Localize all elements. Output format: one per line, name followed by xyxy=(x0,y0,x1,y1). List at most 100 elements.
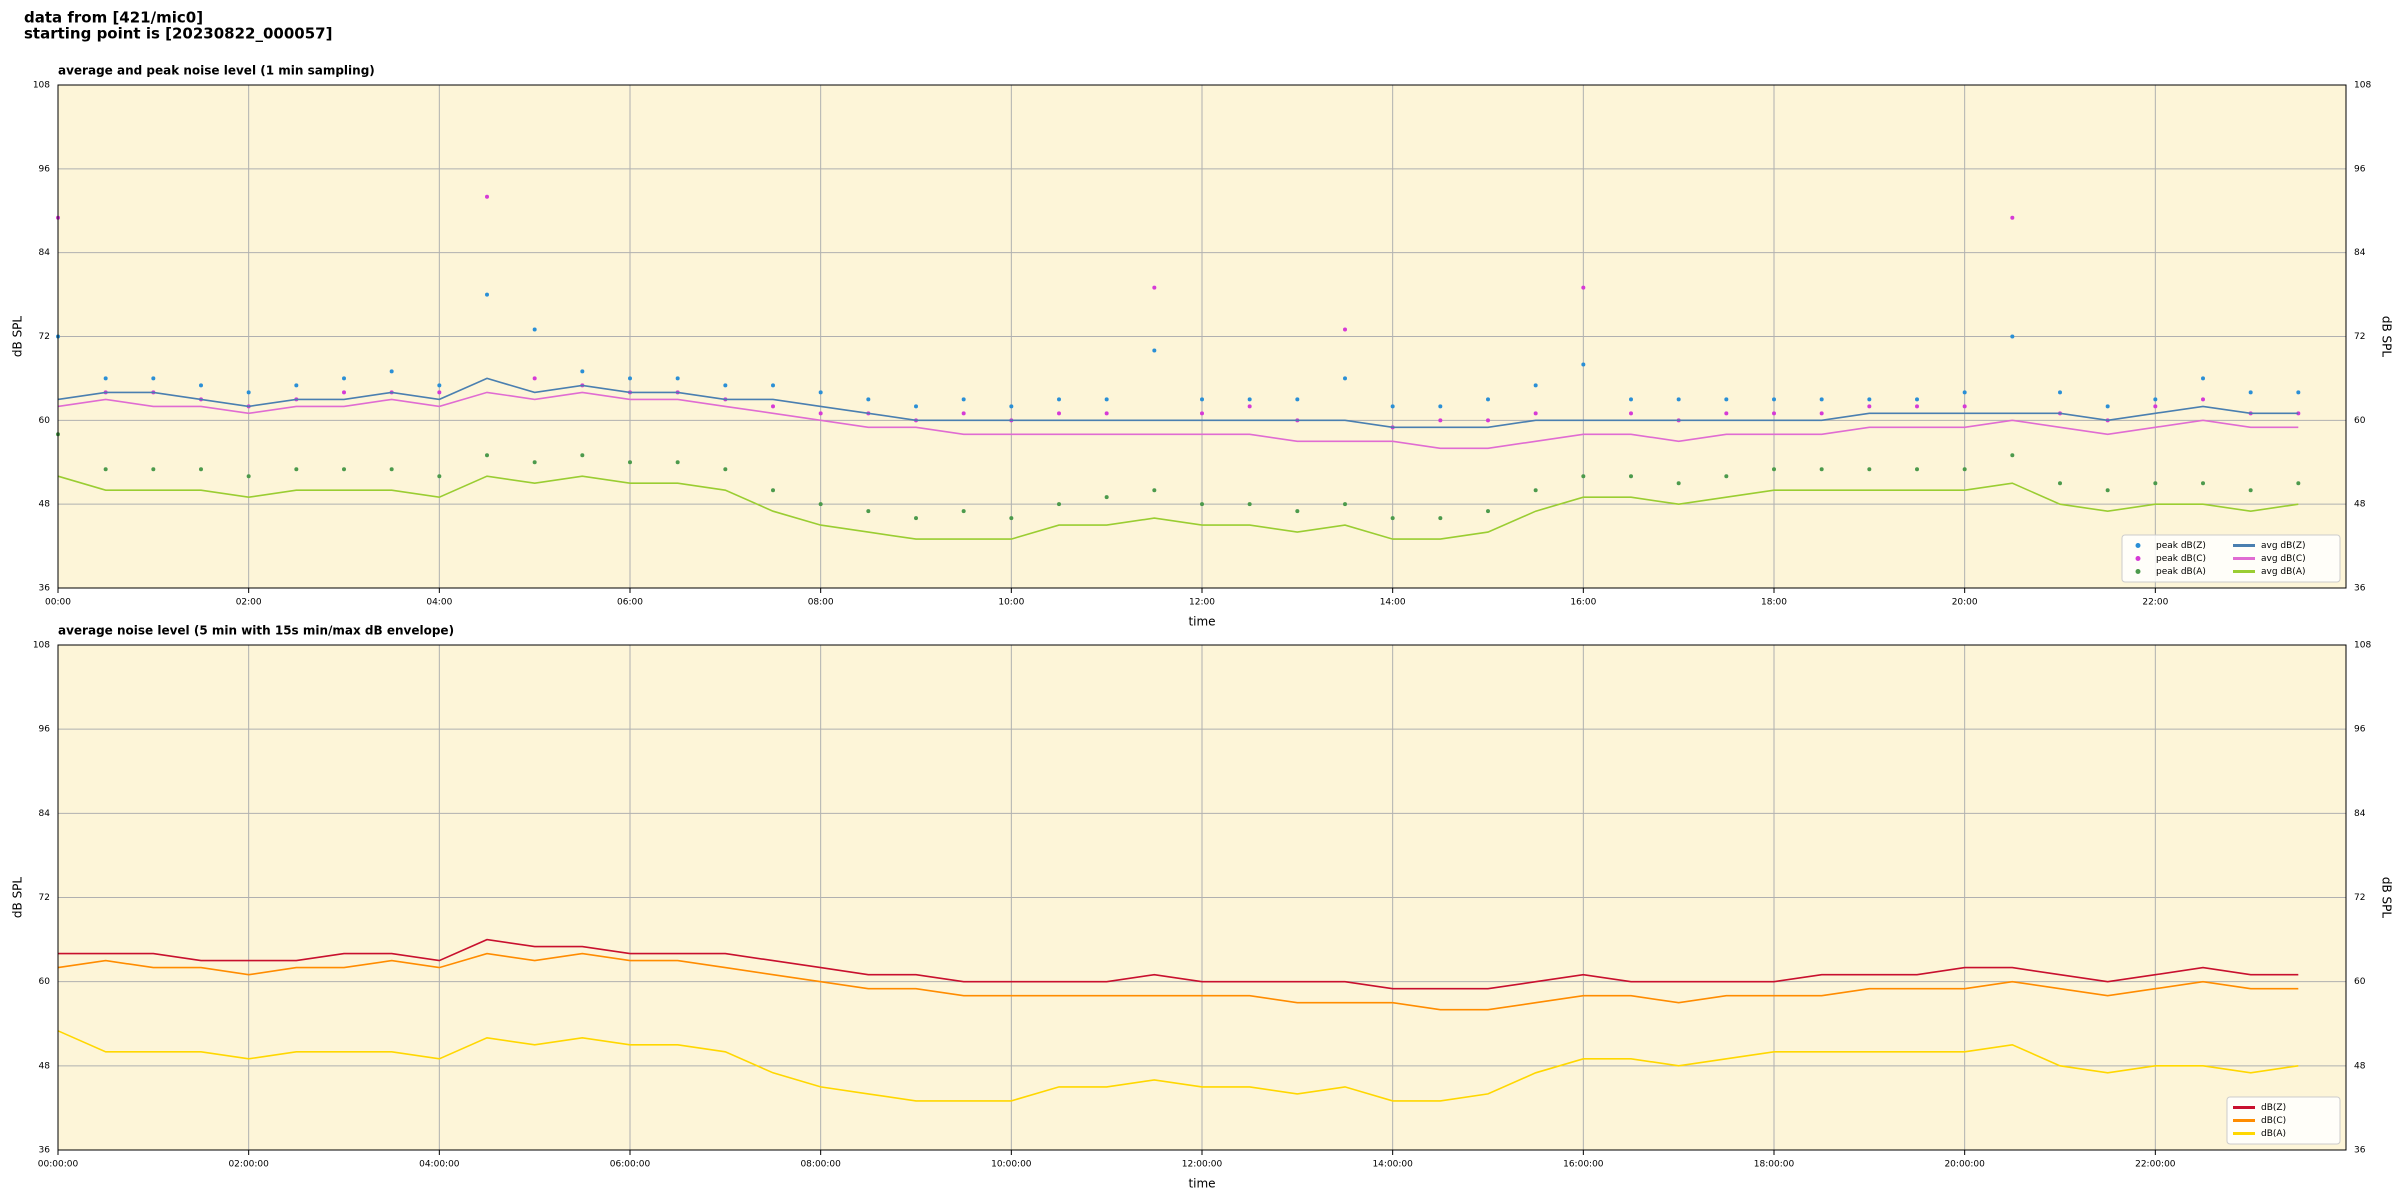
x-tick-label: 18:00:00 xyxy=(1754,1160,1795,1170)
peak-point xyxy=(580,369,585,374)
x-tick-label: 02:00 xyxy=(236,598,262,608)
y-tick-label: 36 xyxy=(39,584,51,594)
peak-point xyxy=(1343,376,1347,381)
y-tick-label: 84 xyxy=(2354,809,2366,819)
peak-point xyxy=(1676,397,1681,402)
legend-marker xyxy=(2135,569,2141,574)
x-axis-label: time xyxy=(1188,615,1215,629)
y-tick-label: 84 xyxy=(39,248,51,258)
y-tick-label: 96 xyxy=(2354,725,2366,735)
peak-point xyxy=(771,488,775,493)
peak-point xyxy=(2201,376,2205,381)
peak-point xyxy=(1343,327,1347,332)
peak-point xyxy=(1772,411,1776,416)
header-line: data from [421/mic0] xyxy=(24,9,203,27)
y-tick-label: 36 xyxy=(2354,584,2366,594)
peak-point xyxy=(485,194,489,199)
y-tick-label: 60 xyxy=(2354,416,2366,426)
peak-point xyxy=(1915,467,1919,472)
legend-label: avg dB(A) xyxy=(2261,567,2305,577)
x-tick-label: 08:00 xyxy=(808,598,834,608)
y-axis-label: dB SPL xyxy=(11,316,25,358)
peak-point xyxy=(675,460,680,465)
chart-title: average noise level (5 min with 15s min/… xyxy=(58,624,454,638)
x-tick-label: 08:00:00 xyxy=(800,1160,841,1170)
x-tick-label: 18:00 xyxy=(1761,598,1787,608)
peak-point xyxy=(1247,404,1252,409)
x-tick-label: 06:00:00 xyxy=(610,1160,651,1170)
peak-point xyxy=(1247,397,1252,402)
peak-point xyxy=(1867,397,1872,402)
peak-point xyxy=(1724,474,1729,479)
y-tick-label: 72 xyxy=(2354,332,2365,342)
peak-point xyxy=(532,376,537,381)
peak-point xyxy=(1581,362,1586,367)
peak-point xyxy=(342,467,346,472)
peak-point xyxy=(1390,404,1395,409)
y-axis-label: dB SPL xyxy=(11,877,25,919)
peak-point xyxy=(1200,502,1204,507)
peak-point xyxy=(1438,404,1443,409)
peak-point xyxy=(1962,390,1967,395)
peak-point xyxy=(866,397,871,402)
peak-point xyxy=(1247,502,1252,507)
series-line xyxy=(57,377,2299,429)
peak-point xyxy=(1104,397,1109,402)
x-tick-label: 22:00:00 xyxy=(2135,1160,2176,1170)
peak-point xyxy=(103,467,108,472)
peak-point xyxy=(1390,516,1395,521)
x-tick-label: 10:00 xyxy=(998,598,1024,608)
peak-point xyxy=(1486,397,1490,402)
peak-point xyxy=(1343,502,1347,507)
peak-point xyxy=(437,383,442,388)
y-tick-label: 60 xyxy=(2354,977,2366,987)
y-tick-label: 60 xyxy=(39,416,51,426)
peak-point xyxy=(437,390,442,395)
peak-point xyxy=(1295,397,1300,402)
y-tick-label: 48 xyxy=(39,1061,51,1071)
peak-point xyxy=(2153,404,2158,409)
series-line xyxy=(58,938,2299,990)
peak-point xyxy=(1533,383,1538,388)
peak-point xyxy=(1772,397,1776,402)
y-tick-label: 96 xyxy=(39,164,51,174)
peak-point xyxy=(294,383,299,388)
peak-point xyxy=(1486,418,1490,423)
peak-point xyxy=(961,397,966,402)
legend-marker xyxy=(2135,556,2141,561)
peak-point xyxy=(151,467,156,472)
peak-point xyxy=(2010,334,2015,339)
peak-point xyxy=(1486,509,1490,514)
x-tick-label: 00:00 xyxy=(45,598,71,608)
peak-point xyxy=(818,502,823,507)
peak-point xyxy=(1438,516,1443,521)
peak-point xyxy=(1676,481,1681,486)
peak-point xyxy=(199,467,203,472)
peak-point xyxy=(1915,404,1919,409)
peak-point xyxy=(2296,411,2301,416)
peak-point xyxy=(485,453,489,458)
peak-point xyxy=(1724,411,1729,416)
peak-point xyxy=(675,376,680,381)
peak-point xyxy=(246,474,251,479)
peak-point xyxy=(1104,411,1109,416)
peak-point xyxy=(1581,474,1586,479)
peak-point xyxy=(1057,411,1061,416)
x-tick-label: 12:00 xyxy=(1189,598,1215,608)
peak-point xyxy=(771,383,775,388)
peak-point xyxy=(1009,404,1014,409)
series-line xyxy=(57,1030,2299,1102)
peak-point xyxy=(723,383,728,388)
peak-point xyxy=(1819,411,1824,416)
peak-point xyxy=(2153,481,2158,486)
peak-point xyxy=(1152,285,1157,290)
peak-point xyxy=(1581,285,1586,290)
legend-label: dB(C) xyxy=(2261,1116,2286,1126)
peak-point xyxy=(1533,411,1538,416)
peak-point xyxy=(1200,411,1204,416)
header-line: starting point is [20230822_000057] xyxy=(24,25,332,43)
x-tick-label: 16:00 xyxy=(1570,598,1596,608)
series-line xyxy=(57,391,2299,450)
